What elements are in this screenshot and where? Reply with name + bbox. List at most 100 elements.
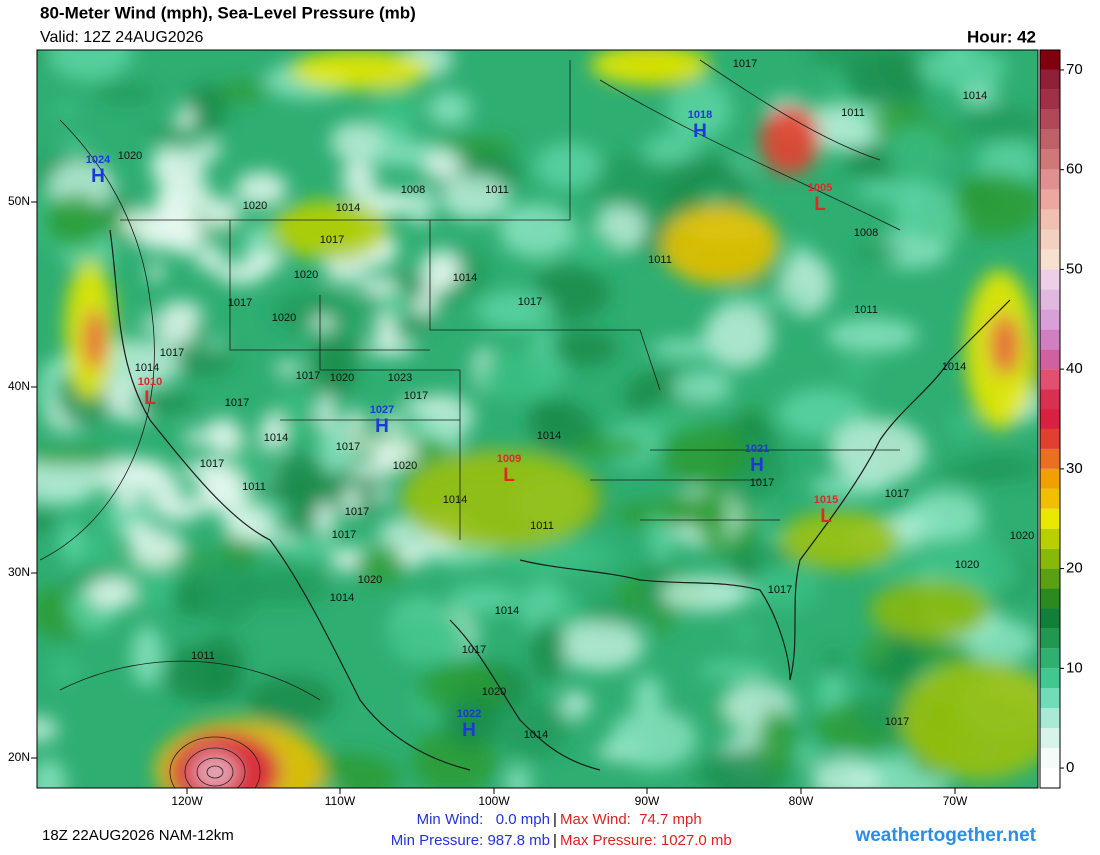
model-run: 18Z 22AUG2026 NAM-12km xyxy=(42,827,234,844)
colorbar-label: 20 xyxy=(1066,560,1083,577)
site-link[interactable]: weathertogether.net xyxy=(854,825,1036,846)
calm-patch xyxy=(115,493,140,511)
wind-patch xyxy=(427,91,472,126)
isobar-label: 1023 xyxy=(388,372,412,384)
colorbar-swatch xyxy=(1040,528,1060,549)
isobar-label: 1017 xyxy=(336,441,360,453)
isobar-label: 1011 xyxy=(485,184,509,196)
calm-patch xyxy=(87,577,136,609)
colorbar-swatch xyxy=(1040,548,1060,569)
isobar-label: 1017 xyxy=(225,397,249,409)
colorbar-swatch xyxy=(1040,289,1060,310)
separator: | xyxy=(553,811,557,828)
colorbar-swatch xyxy=(1040,309,1060,330)
isobar-label: 1014 xyxy=(495,605,519,617)
calm-patch xyxy=(342,437,388,450)
wind-patch xyxy=(406,187,435,226)
wind-patch xyxy=(245,675,336,726)
wind-patch xyxy=(886,124,947,184)
wind-patch xyxy=(821,647,846,676)
wind-patch xyxy=(440,174,510,220)
colorbar-swatch xyxy=(1040,508,1060,529)
calm-patch xyxy=(259,413,287,453)
wind-patch xyxy=(37,759,67,788)
lon-label: 120W xyxy=(171,794,203,808)
center-letter: H xyxy=(750,455,764,476)
calm-patch xyxy=(422,152,464,181)
center-letter: L xyxy=(144,388,156,409)
wind-patch xyxy=(499,203,576,258)
wind-patch xyxy=(275,454,329,505)
colorbar-swatch xyxy=(1040,349,1060,370)
calm-patch xyxy=(215,262,265,285)
calm-patch xyxy=(101,383,142,401)
isobar-label: 1014 xyxy=(942,361,966,373)
calm-patch xyxy=(158,300,203,329)
wind-patch xyxy=(570,436,647,458)
colorbar-swatch xyxy=(1040,329,1060,350)
center-value: 1010 xyxy=(138,376,162,388)
wind-patch xyxy=(498,701,570,760)
colorbar-swatch xyxy=(1040,428,1060,449)
center-letter: L xyxy=(820,506,832,527)
lat-label: 20N xyxy=(8,750,30,764)
colorbar-swatch xyxy=(1040,708,1060,729)
wind-patch xyxy=(652,494,721,526)
isobar-label: 1017 xyxy=(332,529,356,541)
wind-patch xyxy=(550,330,618,367)
calm-patch xyxy=(331,551,360,573)
colorbar-swatch xyxy=(1040,249,1060,270)
calm-patch xyxy=(145,472,183,511)
colorbar-swatch xyxy=(1040,229,1060,250)
wind-patch xyxy=(198,635,246,702)
wind-patch xyxy=(530,619,566,682)
colorbar-swatch xyxy=(1040,50,1060,70)
wind-patch xyxy=(45,50,133,81)
colorbar-swatch xyxy=(1040,608,1060,629)
wind-field xyxy=(37,50,1038,788)
isobar-label: 1008 xyxy=(854,227,878,239)
calm-patch xyxy=(147,263,164,282)
center-value: 1018 xyxy=(688,109,712,121)
calm-patch xyxy=(129,529,184,568)
wind-patch xyxy=(811,756,881,788)
lon-label: 100W xyxy=(478,794,510,808)
lon-label: 70W xyxy=(943,794,968,808)
isobar-label: 1020 xyxy=(1010,530,1034,542)
calm-patch xyxy=(342,485,361,517)
isobar-label: 1017 xyxy=(733,58,757,70)
wind-patch xyxy=(807,50,887,69)
calm-patch xyxy=(168,228,199,256)
wind-patch xyxy=(660,575,748,612)
wind-patch xyxy=(660,423,750,486)
calm-patch xyxy=(139,316,159,330)
isobar-label: 1017 xyxy=(462,644,486,656)
wind-patch xyxy=(354,544,409,584)
calm-patch xyxy=(315,394,336,433)
wind-patch xyxy=(270,200,390,260)
wind-patch xyxy=(948,412,979,439)
colorbar-swatch xyxy=(1040,149,1060,170)
wind-patch xyxy=(240,569,331,605)
colorbar-swatch xyxy=(1040,588,1060,609)
calm-patch xyxy=(381,413,402,432)
calm-patch xyxy=(274,361,302,375)
wind-patch xyxy=(444,695,501,748)
wind-patch xyxy=(400,450,600,550)
center-letter: L xyxy=(503,465,515,486)
wind-patch xyxy=(830,418,926,484)
isobar-label: 1017 xyxy=(296,370,320,382)
colorbar-label: 30 xyxy=(1066,460,1083,477)
wind-patch xyxy=(892,185,974,244)
calm-patch xyxy=(357,277,398,295)
wind-patch xyxy=(44,194,105,248)
center-letter: L xyxy=(814,194,826,215)
calm-patch xyxy=(422,279,439,305)
isobar-label: 1020 xyxy=(482,686,506,698)
calm-patch xyxy=(202,417,243,453)
center-value: 1009 xyxy=(497,453,521,465)
wind-patch xyxy=(735,622,756,645)
calm-patch xyxy=(420,249,462,289)
colorbar-swatch xyxy=(1040,89,1060,110)
